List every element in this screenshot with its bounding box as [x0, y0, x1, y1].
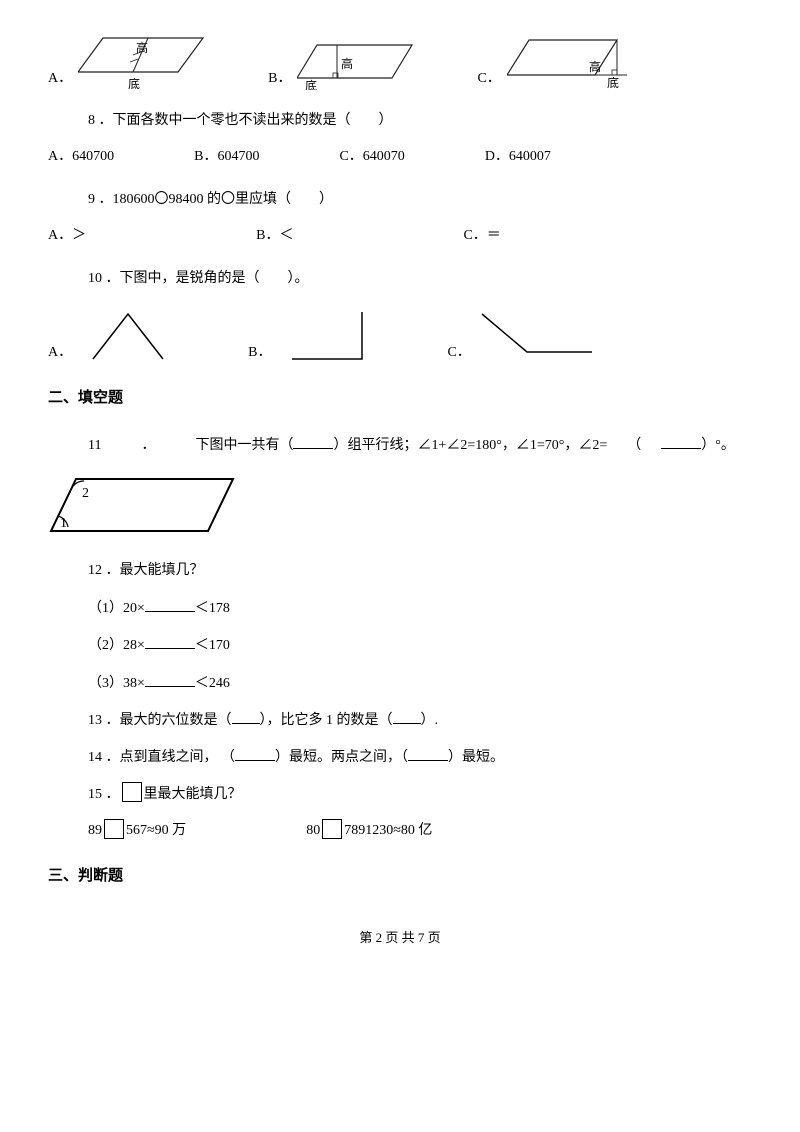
angle-acute-up-icon [78, 304, 178, 364]
section-2-heading: 二、填空题 [48, 386, 752, 410]
q11-dot: ． [141, 435, 155, 457]
di-text: 底 [128, 76, 140, 90]
q13-b: ），比它多 1 的数是（ [260, 713, 393, 728]
q15-line: 15 ． 里最大能填几？ [88, 784, 752, 806]
q8-b: B．604700 [194, 146, 259, 168]
q10-text: 10 ．下图中，是锐角的是（ ）。 [88, 268, 752, 290]
q7-a-label: A． [48, 68, 72, 90]
q15-l1b: 567≈90 万 [126, 823, 186, 838]
q14-c: ）最短。 [448, 750, 504, 765]
q12-blank1[interactable] [145, 597, 195, 612]
svg-text:高: 高 [589, 59, 601, 74]
q11-diagram-wrap: 2 1 [48, 471, 752, 546]
q12-l3a: （3）38× [88, 676, 145, 691]
q8-d: D．640007 [485, 146, 551, 168]
q13-line: 13 ．最大的六位数是（ ），比它多 1 的数是（ ）. [88, 709, 752, 732]
q11-num: 11 [88, 435, 101, 457]
q13-blank1[interactable] [232, 709, 260, 724]
q7-opt-a: A． 高 底 [48, 30, 208, 90]
q12-blank3[interactable] [145, 672, 195, 687]
q7-opt-b: B． 高 底 [268, 40, 417, 90]
q10-c-label: C． [447, 342, 470, 364]
q12-line3: （3）38× ＜246 [88, 672, 752, 695]
svg-text:高: 高 [341, 56, 353, 71]
q10-b-label: B． [248, 342, 271, 364]
q11-t2: ）组平行线；∠1+∠2=180°，∠1=70°，∠2= [333, 435, 607, 457]
parallelogram-a-diagram: 高 底 [78, 30, 208, 90]
q9-b: B．＜ [256, 225, 293, 247]
q14-blank2[interactable] [408, 746, 448, 761]
q10-opt-c: C． [447, 304, 596, 364]
q13-c: ）. [421, 713, 439, 728]
q11-t4: ）°。 [701, 435, 735, 457]
q12-l2a: （2）28× [88, 638, 145, 653]
q9-text: 9 ．180600〇98400 的〇里应填（ ） [88, 189, 752, 211]
q14-blank1[interactable] [235, 746, 275, 761]
q7-options-row: A． 高 底 B． 高 底 C． 高 底 [48, 30, 752, 90]
q13-blank2[interactable] [393, 709, 421, 724]
q10-a-label: A． [48, 342, 72, 364]
q8-options: A．640700 B．604700 C．640070 D．640007 [48, 146, 752, 168]
q12-l1b: ＜178 [195, 601, 230, 616]
q12-line1: （1）20× ＜178 [88, 597, 752, 620]
q9-a: A．＞ [48, 225, 86, 247]
q11-parallelogram-diagram: 2 1 [48, 471, 238, 546]
q11-t3: （ [627, 435, 641, 457]
q7-c-label: C． [477, 68, 500, 90]
q12-l2b: ＜170 [195, 638, 230, 653]
q10-options: A． B． C． [48, 304, 752, 364]
square-box-icon[interactable] [122, 782, 142, 802]
parallelogram-c-diagram: 高 底 [507, 35, 637, 90]
q10-opt-b: B． [248, 304, 377, 364]
angle-obtuse-icon [477, 304, 597, 364]
q8-a: A．640700 [48, 146, 114, 168]
q11-blank1[interactable] [293, 434, 333, 449]
section-3-heading: 三、判断题 [48, 864, 752, 888]
svg-text:底: 底 [607, 75, 619, 90]
q15-b: 里最大能填几？ [144, 787, 242, 802]
page-footer: 第 2 页 共 7 页 [48, 928, 752, 949]
q15-l1a: 89 [88, 823, 102, 838]
q15-sub1: 89 567≈90 万 [88, 820, 186, 842]
gao-text: 高 [136, 40, 148, 55]
q15-l2b: 7891230≈80 亿 [344, 823, 432, 838]
q14-a: 14 ．点到直线之间， （ [88, 750, 235, 765]
q8-text: 8 ．下面各数中一个零也不读出来的数是（ ） [88, 110, 752, 132]
square-box-icon[interactable] [322, 819, 342, 839]
q15-a: 15 ． [88, 787, 120, 802]
q12-l3b: ＜246 [195, 676, 230, 691]
q11-t1: 下图中一共有（ [195, 435, 293, 457]
q11-blank2[interactable] [661, 434, 701, 449]
svg-text:底: 底 [305, 78, 317, 90]
q12-line2: （2）28× ＜170 [88, 634, 752, 657]
square-box-icon[interactable] [104, 819, 124, 839]
svg-text:2: 2 [82, 486, 89, 501]
q13-a: 13 ．最大的六位数是（ [88, 713, 232, 728]
q15-subs: 89 567≈90 万 80 7891230≈80 亿 [88, 820, 752, 842]
q14-line: 14 ．点到直线之间， （ ）最短。两点之间，（ ）最短。 [88, 746, 752, 769]
q9-c: C．＝ [463, 225, 500, 247]
q7-b-label: B． [268, 68, 291, 90]
q12-blank2[interactable] [145, 634, 195, 649]
q12-text: 12 ．最大能填几？ [88, 560, 752, 582]
q10-opt-a: A． [48, 304, 178, 364]
q12-l1a: （1）20× [88, 601, 145, 616]
parallelogram-b-diagram: 高 底 [297, 40, 417, 90]
q15-l2a: 80 [306, 823, 320, 838]
q14-b: ）最短。两点之间，（ [275, 750, 408, 765]
angle-right-icon [277, 304, 377, 364]
q7-opt-c: C． 高 底 [477, 35, 636, 90]
q8-c: C．640070 [339, 146, 404, 168]
q11-line: 11 ． 下图中一共有（ ）组平行线；∠1+∠2=180°，∠1=70°，∠2=… [88, 434, 752, 457]
q9-options: A．＞ B．＜ C．＝ [48, 225, 752, 247]
q15-sub2: 80 7891230≈80 亿 [306, 820, 432, 842]
svg-text:1: 1 [60, 516, 67, 531]
